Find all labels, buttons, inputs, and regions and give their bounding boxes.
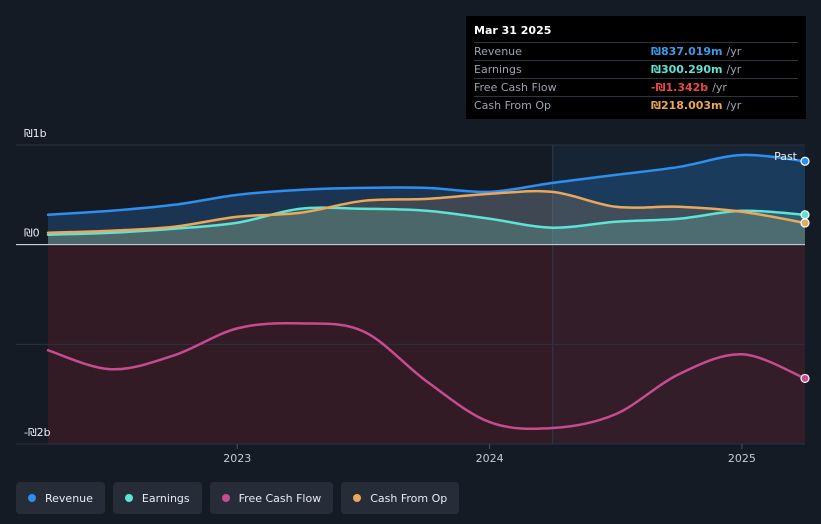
legend-item-earnings[interactable]: Earnings: [112, 482, 202, 514]
tooltip-value: ₪300.290m: [651, 63, 723, 76]
series-lines: [46, 153, 807, 431]
legend: Revenue Earnings Free Cash Flow Cash Fro…: [16, 482, 460, 514]
legend-label: Cash From Op: [370, 491, 448, 505]
x-tick-label: 2023: [223, 452, 251, 465]
tooltip-unit: /yr: [726, 99, 742, 112]
series-end-markers: [800, 156, 810, 384]
tooltip-value: ₪218.003m: [651, 99, 723, 112]
marker-earnings: [800, 210, 810, 220]
marker-free-cash-flow: [800, 373, 810, 384]
legend-item-revenue[interactable]: Revenue: [16, 482, 105, 514]
marker-revenue: [800, 156, 810, 166]
x-tick-label: 2025: [728, 452, 756, 465]
legend-item-cash-from-op[interactable]: Cash From Op: [341, 482, 460, 514]
tooltip-panel: Mar 31 2025 Revenue ₪837.019m /yr Earnin…: [466, 16, 806, 119]
legend-label: Free Cash Flow: [238, 491, 322, 505]
x-tick-label: 2024: [476, 452, 504, 465]
marker-cash-from-op: [800, 218, 810, 228]
legend-dot-icon: [221, 494, 230, 502]
financial-chart: ₪1b ₪0 -₪2b 2023 2024 2025 Past: [16, 127, 810, 465]
tooltip-label: Revenue: [474, 45, 522, 58]
y-axis-labels: ₪1b ₪0 -₪2b: [24, 127, 51, 439]
legend-label: Earnings: [141, 491, 190, 505]
past-label: Past: [774, 150, 798, 163]
area-cash-from-op: [48, 191, 805, 245]
legend-label: Revenue: [45, 491, 93, 505]
tooltip-value: ₪837.019m: [651, 45, 723, 58]
tooltip-date: Mar 31 2025: [474, 24, 552, 37]
legend-item-free-cash-flow[interactable]: Free Cash Flow: [209, 482, 334, 514]
tooltip-unit: /yr: [726, 45, 742, 58]
tooltip-row-cash-from-op: Cash From Op ₪218.003m /yr: [474, 96, 798, 114]
x-axis-labels: 2023 2024 2025: [223, 444, 756, 465]
legend-dot-icon: [28, 494, 36, 502]
tooltip-unit: /yr: [726, 63, 742, 76]
y-tick-label: ₪1b: [24, 127, 47, 140]
tooltip-value: -₪1.342b: [651, 81, 709, 94]
tooltip-row-earnings: Earnings ₪300.290m /yr: [474, 60, 798, 78]
area-earnings: [48, 207, 805, 245]
tooltip-label: Free Cash Flow: [474, 81, 557, 94]
tooltip-label: Earnings: [474, 63, 522, 76]
y-tick-label: ₪0: [24, 227, 40, 240]
tooltip-unit: /yr: [712, 81, 727, 94]
line-cash-from-op: [46, 189, 807, 234]
y-tick-label: -₪2b: [24, 426, 51, 439]
gridlines: [16, 144, 805, 445]
line-earnings: [46, 206, 807, 236]
legend-dot-icon: [124, 494, 133, 502]
tooltip-label: Cash From Op: [474, 99, 552, 112]
line-free-cash-flow: [46, 321, 807, 431]
legend-dot-icon: [353, 494, 362, 502]
line-revenue: [46, 153, 807, 217]
tooltip-row-revenue: Revenue ₪837.019m /yr: [474, 42, 798, 60]
tooltip-row-free-cash-flow: Free Cash Flow -₪1.342b /yr: [474, 78, 798, 96]
